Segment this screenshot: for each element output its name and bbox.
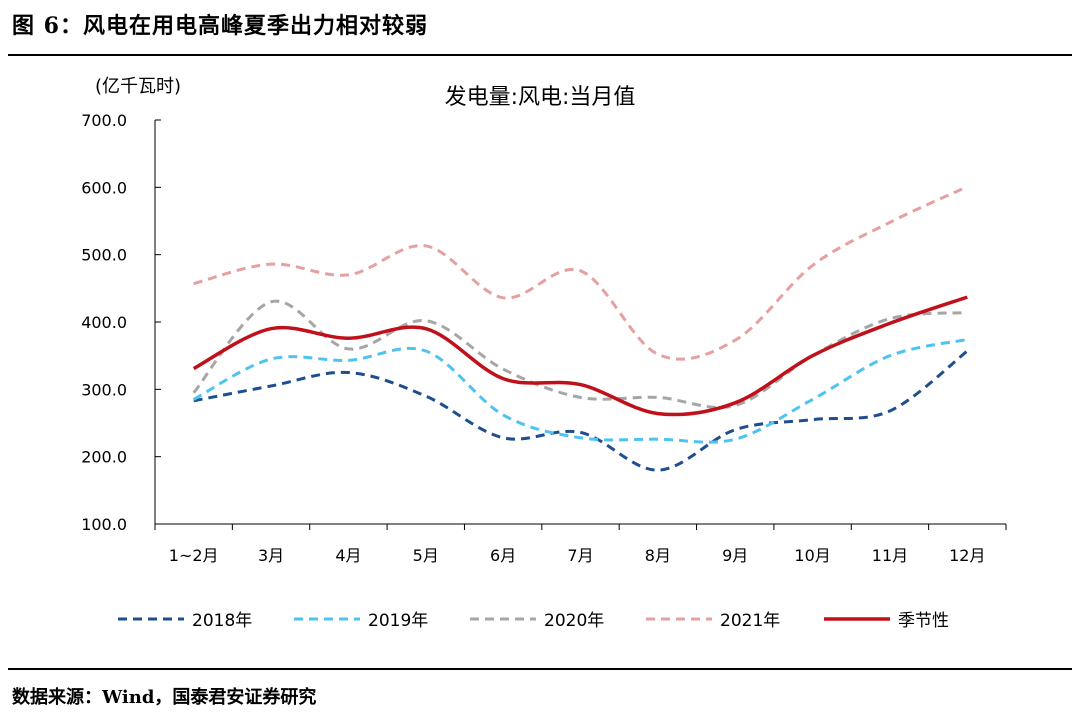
y-tick-label: 100.0 [81,515,127,534]
x-tick-label: 3月 [258,546,284,565]
figure-title: 图 6：风电在用电高峰夏季出力相对较弱 [12,13,428,39]
y-tick-label: 300.0 [81,380,127,399]
y-tick-label: 700.0 [81,111,127,130]
figure-source: 数据来源：Wind，国泰君安证券研究 [12,687,317,708]
y-tick-label: 500.0 [81,246,127,265]
y-unit-label: (亿千瓦时) [95,76,181,97]
bottom-rule [8,668,1072,670]
legend-label-4: 2021年 [720,611,780,631]
legend-label-1: 2018年 [192,611,252,631]
series-line-2 [193,338,968,444]
y-tick-label: 600.0 [81,178,127,197]
y-tick-label: 400.0 [81,313,127,332]
x-tick-label: 6月 [490,546,516,565]
x-tick-label: 7月 [567,546,593,565]
x-tick-label: 1~2月 [169,546,219,565]
x-tick-label: 11月 [872,546,908,565]
x-tick-label: 4月 [335,546,361,565]
x-tick-label: 9月 [722,546,748,565]
series-line-4 [193,185,968,361]
x-tick-label: 10月 [794,546,830,565]
legend-label-2: 2019年 [368,611,428,631]
x-tick-label: 5月 [413,546,439,565]
series-line-5 [192,295,968,417]
legend-label-3: 2020年 [544,611,604,631]
series-line-1 [193,349,969,472]
series-line-3 [192,299,968,409]
x-tick-label: 8月 [645,546,671,565]
top-rule [8,54,1072,56]
y-tick-label: 200.0 [81,448,127,467]
legend-label-5: 季节性 [898,611,949,631]
chart-title: 发电量:风电:当月值 [445,85,636,110]
x-tick-label: 12月 [949,546,985,565]
